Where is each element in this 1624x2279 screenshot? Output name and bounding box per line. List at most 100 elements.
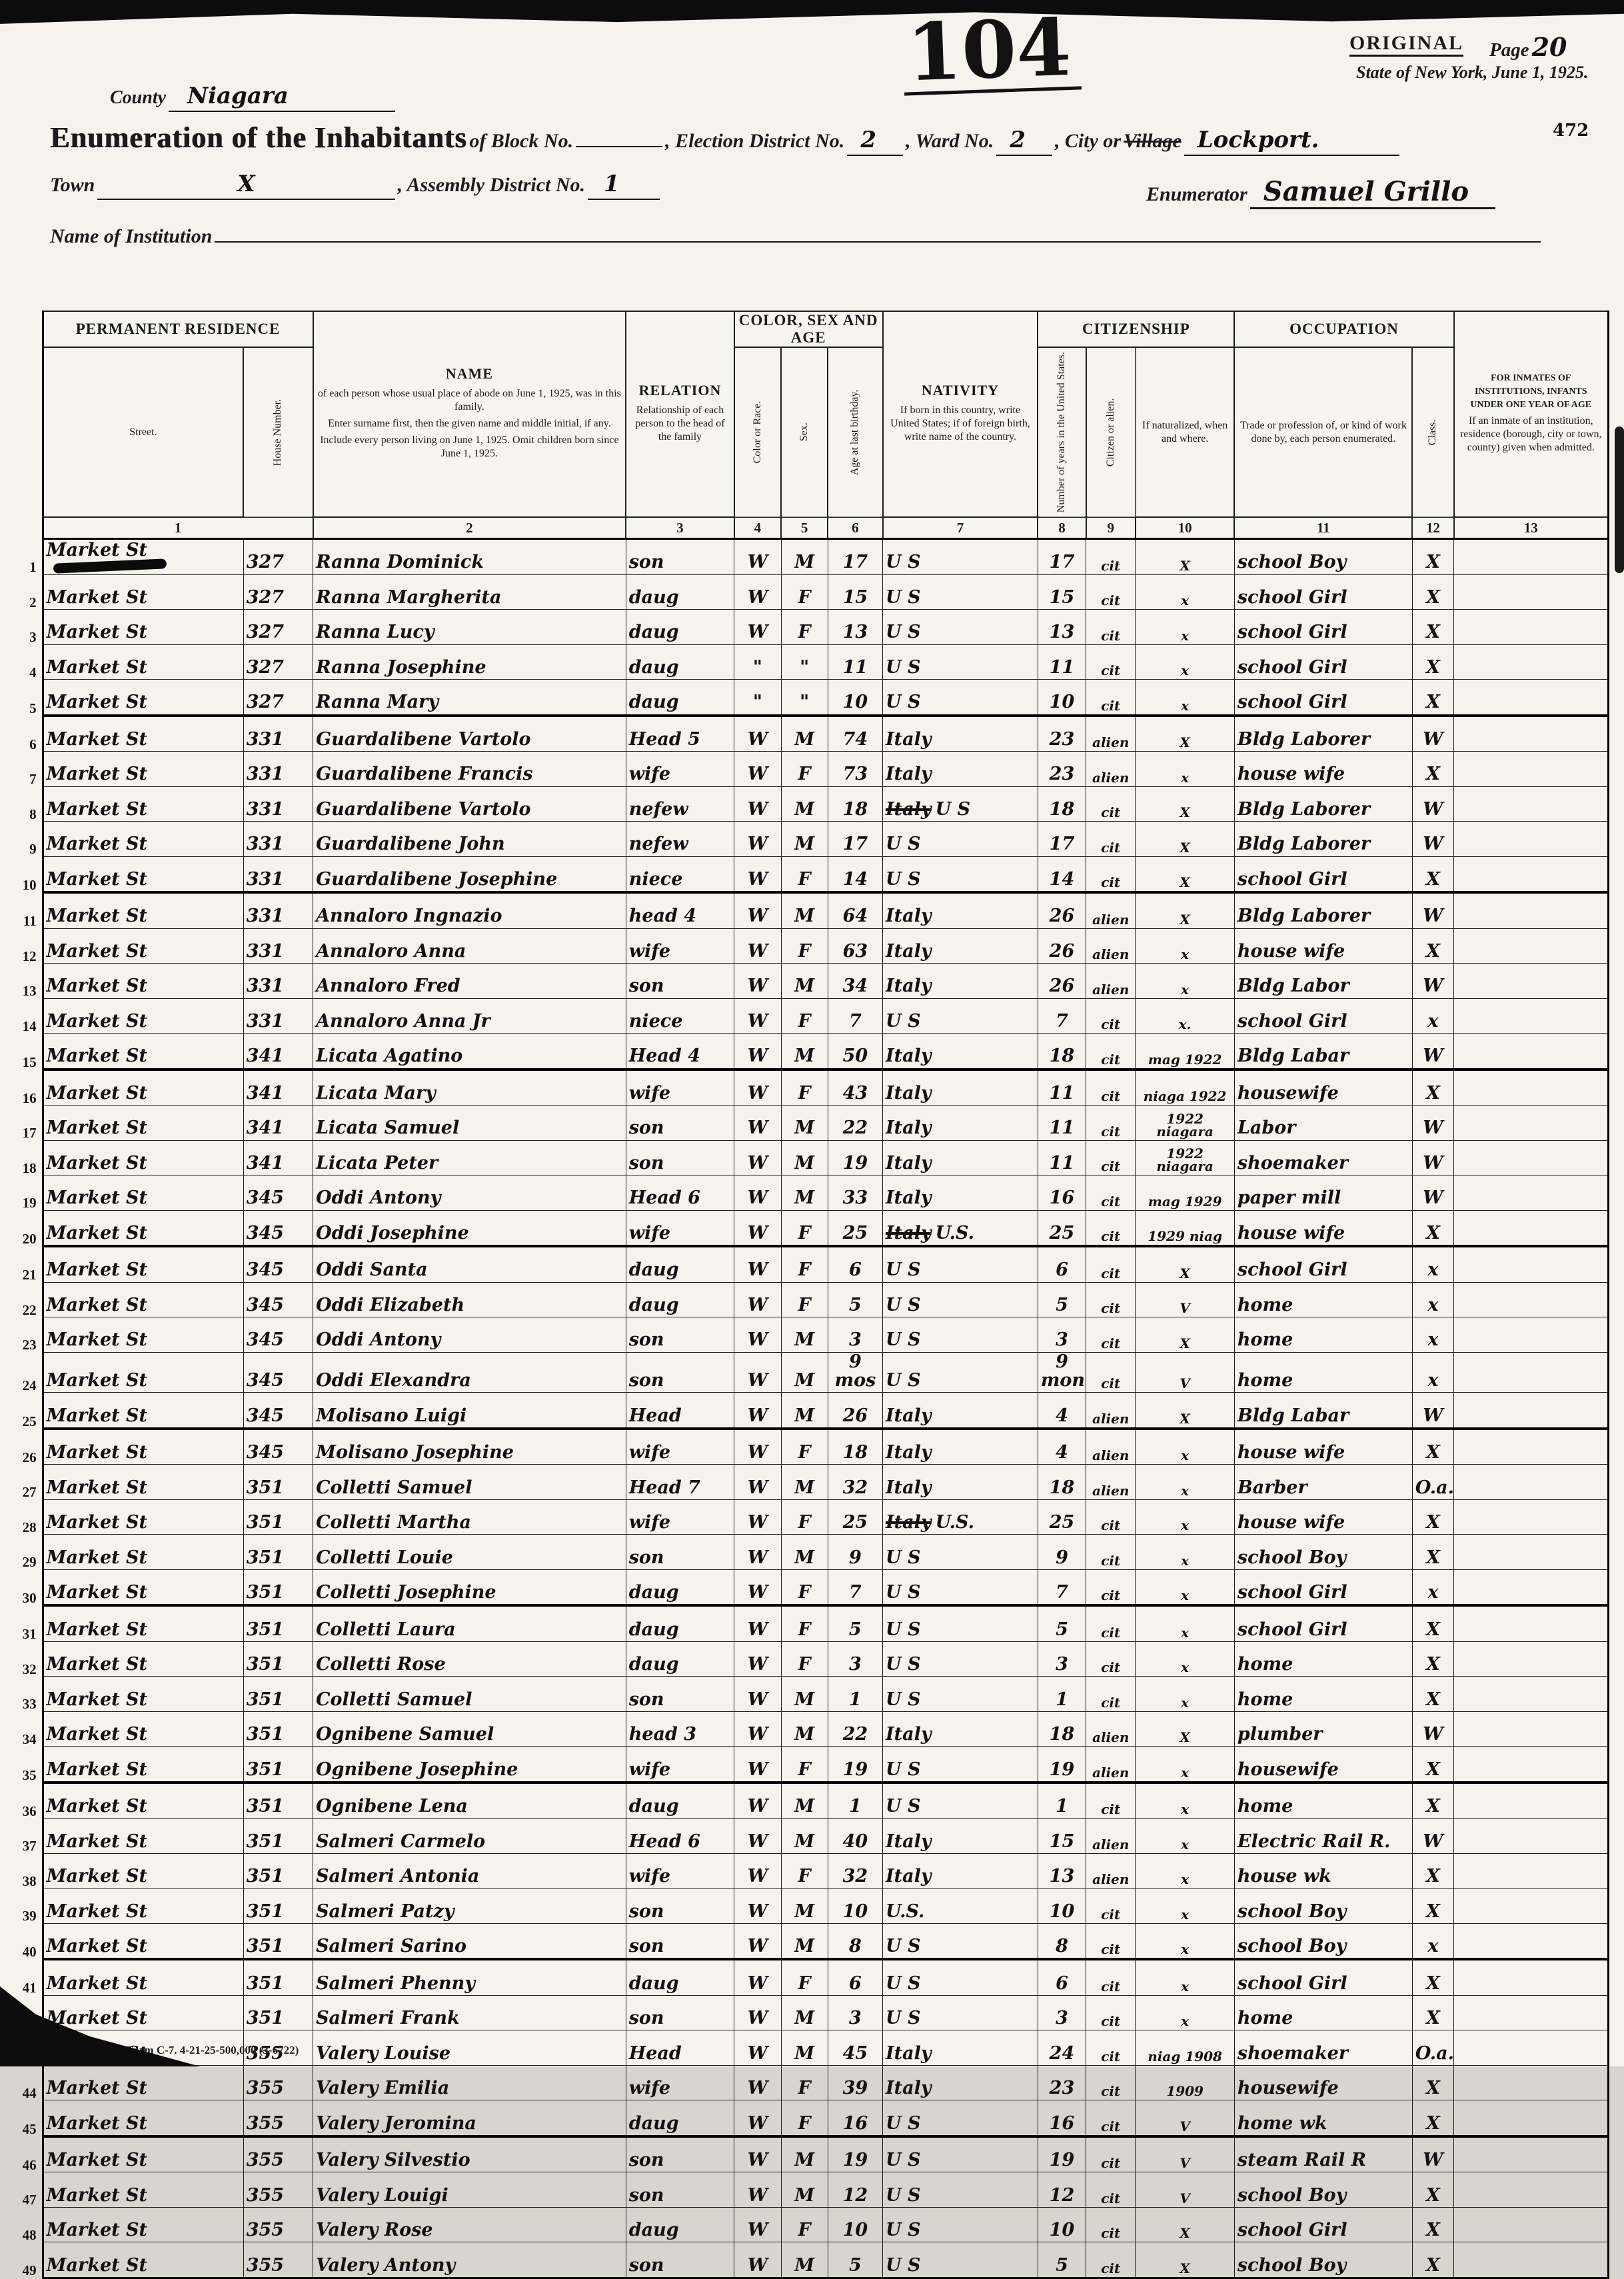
cell-relation: Head (625, 2030, 735, 2066)
cell-nativity: U.S. (882, 1888, 1038, 1924)
cell-age: 25 (827, 1209, 884, 1248)
cell-years-us: 9 months (1037, 1351, 1087, 1393)
cell-inmate (1453, 1994, 1609, 2031)
cell-occupation: housewife (1233, 1069, 1413, 1106)
cell-sex: F (780, 1209, 828, 1248)
nativity-value: Italy (886, 1187, 932, 1209)
cell-sex: F (780, 1641, 828, 1677)
cell-inmate (1453, 1428, 1609, 1465)
cell-color: W (734, 1782, 782, 1819)
cell-nativity: Italy (882, 2064, 1038, 2101)
cell-street: Market St (41, 1033, 244, 1071)
cell-inmate (1453, 856, 1609, 894)
row-number: 34 (22, 1731, 37, 1747)
cell-relation: Head 7 (625, 1464, 735, 1500)
cell-color: W (734, 786, 782, 822)
cell-naturalized: x (1135, 1428, 1235, 1465)
row-number: 33 (22, 1696, 37, 1712)
cell-class: X (1411, 1641, 1455, 1677)
cell-nativity: U S (882, 2242, 1038, 2279)
cell-years-us: 18 (1037, 1033, 1087, 1071)
row-number: 6 (29, 736, 37, 752)
nativity-value: U S (886, 586, 921, 608)
row-number: 19 (22, 1195, 37, 1211)
cell-house-number: 341 (243, 1140, 314, 1176)
cell-occupation: paper mill (1233, 1175, 1413, 1211)
cell-naturalized: 1922 niagara (1135, 1105, 1235, 1141)
cell-name: Ranna Lucy (313, 609, 626, 645)
cell-sex: F (780, 2206, 828, 2243)
row-number: 24 (22, 1377, 37, 1393)
cell-nativity: U S (882, 1676, 1038, 1712)
cell-house-number: 331 (243, 963, 314, 999)
cell-class: X (1411, 1499, 1455, 1535)
cell-color: W (734, 963, 782, 999)
cell-years-us: 16 (1037, 2100, 1087, 2138)
cell-color: W (734, 1641, 782, 1677)
cell-sex: M (780, 2172, 828, 2208)
cell-nativity: U S (882, 1994, 1038, 2031)
col-age: Age at last birthday. (828, 347, 883, 518)
cell-street: Market St (41, 1676, 244, 1712)
cell-relation: son (625, 1534, 735, 1570)
cell-age: 1 (827, 1676, 884, 1712)
cell-inmate (1453, 1209, 1609, 1248)
cell-house-number: 341 (243, 1033, 314, 1071)
cell-age: 50 (827, 1033, 884, 1071)
cell-age: 32 (827, 1853, 884, 1889)
cell-inmate (1453, 786, 1609, 822)
relation-desc: Relationship of each person to the head … (635, 404, 725, 442)
cell-name: Ranna Dominick (313, 538, 626, 575)
nativity-value: Italy (886, 1082, 932, 1104)
cell-occupation: school Girl (1233, 644, 1413, 680)
table-row: 39 Market St 351 Salmeri Patzy son W M 1… (15, 1888, 1609, 1924)
institution-label: Name of Institution (50, 225, 213, 247)
cell-relation: daug (625, 1958, 735, 1996)
cell-street: Market St (41, 2172, 244, 2208)
row-number: 4 (29, 664, 37, 680)
page-number: 20 (1531, 32, 1567, 62)
cell-relation: niece (625, 998, 735, 1034)
row-number: 39 (22, 1908, 37, 1924)
cell-sex: M (780, 1105, 828, 1141)
cell-citizen: cit (1086, 1499, 1136, 1535)
cell-years-us: 6 (1037, 1958, 1087, 1996)
table-row: 41 Market St 351 Salmeri Phenny daug W F… (15, 1958, 1609, 1996)
cell-age: 40 (827, 1818, 884, 1854)
cell-occupation: school Girl (1233, 1605, 1413, 1642)
cell-years-us: 13 (1037, 609, 1087, 645)
cell-inmate (1453, 1922, 1609, 1961)
cell-class: W (1411, 963, 1455, 999)
cell-citizen: cit (1086, 1888, 1136, 1924)
cell-age: 10 (827, 1888, 884, 1924)
street-value: Market St (46, 1512, 147, 1533)
cell-sex: F (780, 2100, 828, 2138)
cell-sex: M (780, 538, 828, 575)
cell-color: W (734, 1175, 782, 1211)
cell-years-us: 11 (1037, 1140, 1087, 1176)
table-row: 47 Market St 355 Valery Louigi son W M 1… (15, 2172, 1609, 2208)
cell-occupation: Bldg Laborer (1233, 786, 1413, 822)
cell-color: W (734, 2242, 782, 2279)
street-value: Market St (46, 1082, 147, 1104)
street-value: Market St (46, 1936, 147, 1957)
cell-occupation: house wife (1233, 1209, 1413, 1248)
row-number: 12 (22, 948, 37, 964)
cell-occupation: school Boy (1233, 2242, 1413, 2279)
street-value: Market St (46, 798, 147, 820)
cell-name: Oddi Antony (313, 1317, 626, 1353)
cell-house-number: 341 (243, 1105, 314, 1141)
cell-name: Colletti Louie (313, 1534, 626, 1570)
row-number: 40 (22, 1944, 37, 1960)
cell-class: x (1411, 1922, 1455, 1961)
cell-street: Market St (41, 1464, 244, 1500)
name-desc-1: of each person whose usual place of abod… (317, 387, 621, 412)
cell-nativity: Italy (882, 1105, 1038, 1141)
cell-name: Guardalibene John (313, 821, 626, 857)
cell-class: X (1411, 751, 1455, 787)
cell-relation: daug (625, 1605, 735, 1642)
nativity-value: U S (886, 2254, 921, 2276)
cell-class: X (1411, 928, 1455, 964)
cell-name: Valery Louigi (313, 2172, 626, 2208)
cell-citizen: cit (1086, 1676, 1136, 1712)
